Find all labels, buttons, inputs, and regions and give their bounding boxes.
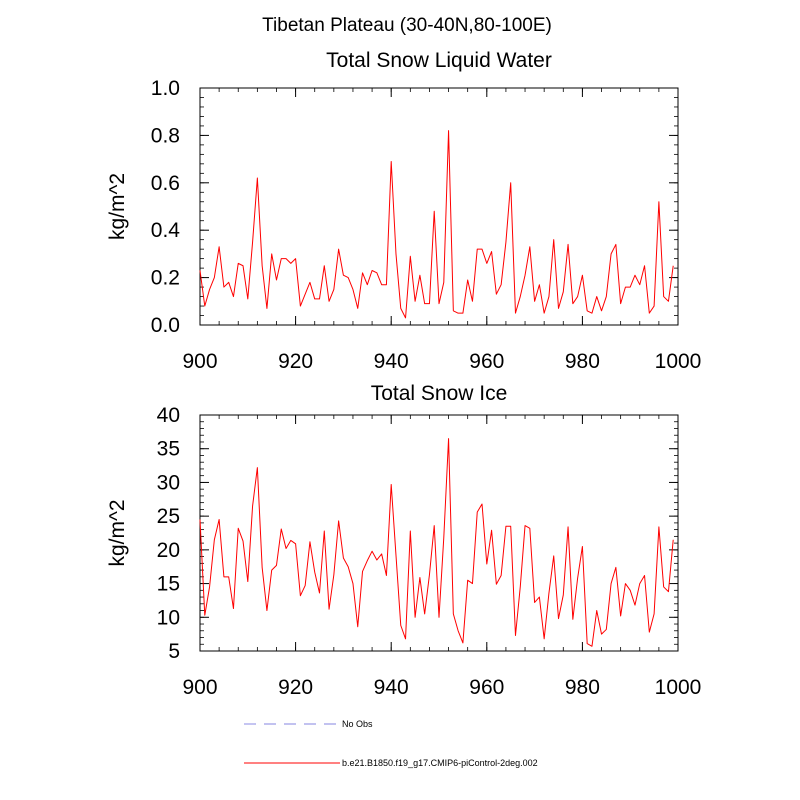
x-tick-label: 980 (565, 350, 600, 373)
y-tick-label: 0.6 (151, 172, 180, 195)
y-tick-label: 0.4 (151, 219, 181, 242)
y-tick-label: 0.8 (151, 124, 180, 147)
x-tick-label: 900 (182, 676, 217, 699)
x-tick-label: 980 (565, 676, 600, 699)
x-tick-label: 1000 (655, 676, 702, 699)
snow-liquid-water-panel: Total Snow Liquid Water kg/m^2 900 920 940 96… (106, 49, 701, 373)
y-tick-label: 40 (157, 404, 180, 427)
series-line (199, 438, 674, 647)
y-axis-label: kg/m^2 (106, 499, 129, 566)
legend: No Obs b.e21.B1850.f19_g17.CMIP6-piContr… (244, 719, 538, 768)
y-axis-label: kg/m^2 (106, 173, 129, 240)
y-tick-label: 0.2 (151, 267, 180, 290)
x-tick-label: 920 (278, 676, 313, 699)
y-tick-label: 30 (157, 471, 180, 494)
panel-title: Total Snow Ice (371, 382, 508, 405)
snow-ice-panel: Total Snow Ice kg/m^2 900 920 940 960 980 1000 5… (106, 382, 701, 699)
y-tick-label: 15 (157, 573, 180, 596)
y-tick-label: 20 (157, 539, 180, 562)
y-tick-label: 5 (168, 640, 180, 663)
x-tick-label: 920 (278, 350, 313, 373)
x-tick-label: 940 (374, 676, 409, 699)
y-tick-label: 35 (157, 438, 180, 461)
y-tick-label: 0.0 (151, 314, 180, 337)
legend-series-label: b.e21.B1850.f19_g17.CMIP6-piControl-2deg… (342, 758, 538, 768)
plot-frame (199, 87, 679, 326)
x-tick-label: 960 (469, 350, 504, 373)
x-tick-label: 1000 (655, 350, 702, 373)
y-tick-label: 25 (157, 505, 180, 528)
figure-title: Tibetan Plateau (30-40N,80-100E) (262, 15, 552, 36)
legend-no-obs-label: No Obs (342, 719, 373, 729)
x-tick-label: 900 (182, 350, 217, 373)
y-tick-label: 10 (157, 606, 180, 629)
x-tick-label: 940 (374, 350, 409, 373)
panel-title: Total Snow Liquid Water (326, 49, 552, 72)
series-line (199, 130, 674, 319)
x-tick-label: 960 (469, 676, 504, 699)
y-tick-label: 1.0 (151, 77, 180, 100)
plot-frame (199, 414, 679, 652)
